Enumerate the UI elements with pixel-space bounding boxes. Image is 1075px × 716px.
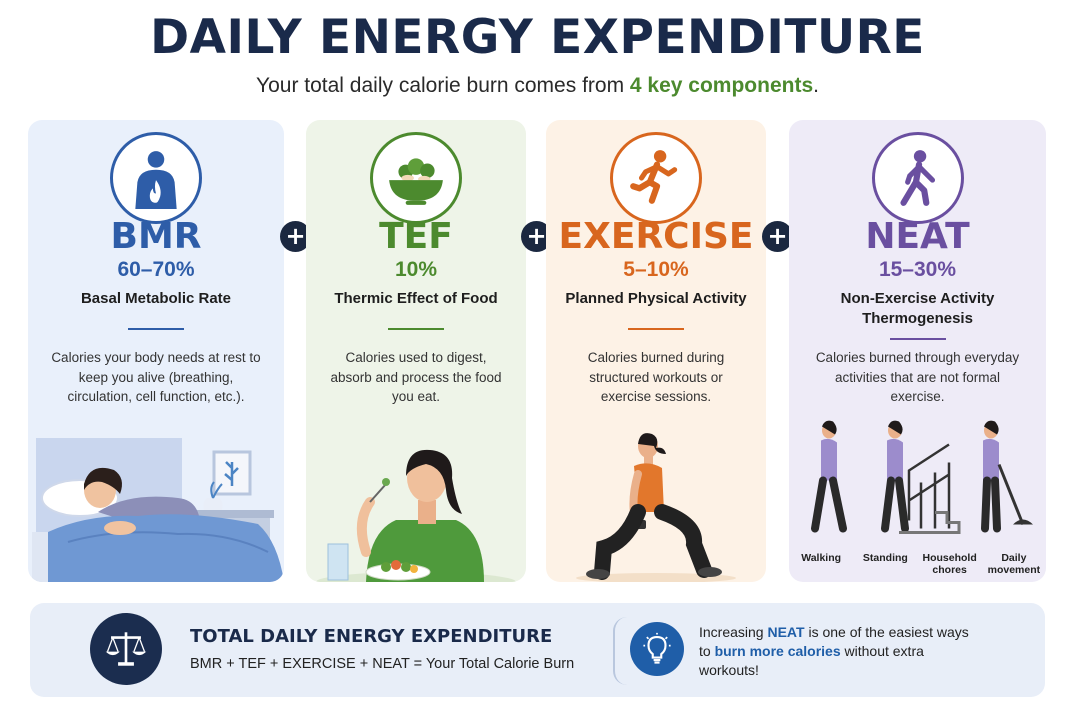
exercise-description: Calories burned during structured workou… <box>587 350 725 404</box>
standing-figure <box>881 420 961 534</box>
exercise-abbr: EXERCISE <box>558 216 754 257</box>
exercise-percent: 5–10% <box>623 258 689 281</box>
runner-icon <box>610 132 702 224</box>
tef-description: Calories used to digest, absorb and proc… <box>330 350 502 404</box>
tip-highlight: burn more calories <box>714 643 841 659</box>
neat-name: Non-Exercise Activity Thermogenesis <box>840 290 995 327</box>
subtitle-highlight: 4 key components <box>629 74 814 97</box>
bmr-percent: 60–70% <box>117 258 195 281</box>
card-tef: TEF 10% Thermic Effect of Food Calories … <box>306 120 526 582</box>
activity-standing-label: Standing <box>862 552 908 564</box>
page-title: DAILY ENERGY EXPENDITURE <box>150 10 925 65</box>
tef-name: Thermic Effect of Food <box>334 290 498 307</box>
summary-panel: TOTAL DAILY ENERGY EXPENDITURE BMR + TEF… <box>30 603 1045 697</box>
activity-walking-label: Walking <box>801 552 842 564</box>
tef-rule <box>388 328 444 330</box>
summary-formula: BMR + TEF + EXERCISE + NEAT = Your Total… <box>190 656 575 672</box>
plus-icon: + <box>762 221 793 252</box>
page-subtitle: Your total daily calorie burn comes from… <box>0 74 1075 98</box>
activity-daily-label: Daily movement <box>987 552 1041 576</box>
plus-icon: + <box>280 221 311 252</box>
tip-text: Increasing <box>699 624 768 640</box>
neat-percent: 15–30% <box>878 258 957 281</box>
neat-rule <box>889 338 946 340</box>
summary-divider <box>613 617 627 685</box>
bmr-abbr: BMR <box>110 216 202 257</box>
bmr-name: Basal Metabolic Rate <box>80 290 232 307</box>
walker-icon <box>871 132 964 224</box>
tef-abbr: TEF <box>379 216 453 257</box>
neat-tip: Increasing NEAT is one of the easiest wa… <box>699 623 979 680</box>
bmr-rule <box>128 328 184 330</box>
lightbulb-icon <box>630 622 684 676</box>
neat-activity-labels: Walking Standing Household chores Daily … <box>789 552 1046 576</box>
bmr-description: Calories your body needs at rest to keep… <box>51 350 261 404</box>
tef-illustration <box>316 449 516 582</box>
exercise-rule <box>628 328 684 330</box>
walking-figure <box>811 420 847 533</box>
neat-illustration <box>811 420 1033 534</box>
bmr-illustration <box>32 438 284 582</box>
neat-description: Calories burned through everyday activit… <box>815 350 1020 404</box>
card-exercise: EXERCISE 5–10% Planned Physical Activity… <box>546 120 766 582</box>
body-flame-icon <box>110 132 202 224</box>
neat-abbr: NEAT <box>865 216 970 257</box>
card-bmr: BMR 60–70% Basal Metabolic Rate Calories… <box>28 120 284 582</box>
household-figure <box>981 420 1033 533</box>
subtitle-text: Your total daily calorie burn comes from <box>256 74 630 97</box>
card-neat: NEAT 15–30% Non-Exercise Activity Thermo… <box>789 120 1046 582</box>
exercise-illustration <box>576 433 736 582</box>
summary-title: TOTAL DAILY ENERGY EXPENDITURE <box>190 626 553 647</box>
food-bowl-icon <box>370 132 462 224</box>
subtitle-suffix: . <box>813 74 819 97</box>
activity-household-label: Household chores <box>922 552 977 576</box>
tip-text: without extra workouts! <box>699 643 924 678</box>
balance-scale-icon <box>90 613 162 685</box>
exercise-name: Planned Physical Activity <box>565 290 747 307</box>
tip-text: is one of the easiest ways to <box>699 624 969 659</box>
tef-percent: 10% <box>394 258 438 281</box>
tip-neat: NEAT <box>767 624 805 640</box>
